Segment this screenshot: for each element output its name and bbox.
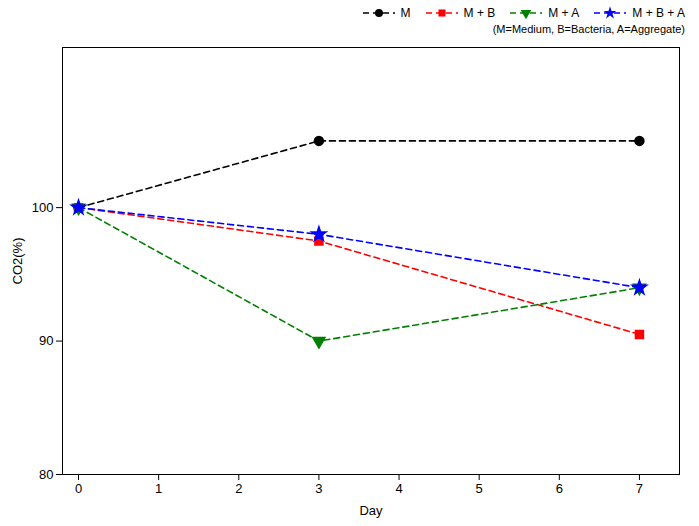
html-text:M + A: M + A [548, 6, 580, 20]
html-text:(M=Medium, B=Bacteria, A=Aggre: (M=Medium, B=Bacteria, A=Aggregate) [492, 23, 685, 35]
svg-text:0: 0 [75, 481, 82, 496]
svg-text:80: 80 [39, 467, 53, 482]
svg-text:7: 7 [636, 481, 643, 496]
html-text:M + B + A: M + B + A [632, 6, 685, 20]
svg-text:2: 2 [235, 481, 242, 496]
html-text:M + B: M + B [463, 6, 496, 20]
svg-text:Day: Day [359, 503, 383, 518]
svg-text:CO2(%): CO2(%) [10, 238, 25, 285]
html-text:M: M [400, 6, 411, 20]
svg-text:1: 1 [155, 481, 162, 496]
svg-text:3: 3 [315, 481, 322, 496]
svg-text:4: 4 [395, 481, 402, 496]
svg-text:5: 5 [476, 481, 483, 496]
svg-text:90: 90 [39, 333, 53, 348]
svg-text:6: 6 [556, 481, 563, 496]
svg-text:100: 100 [32, 200, 54, 215]
